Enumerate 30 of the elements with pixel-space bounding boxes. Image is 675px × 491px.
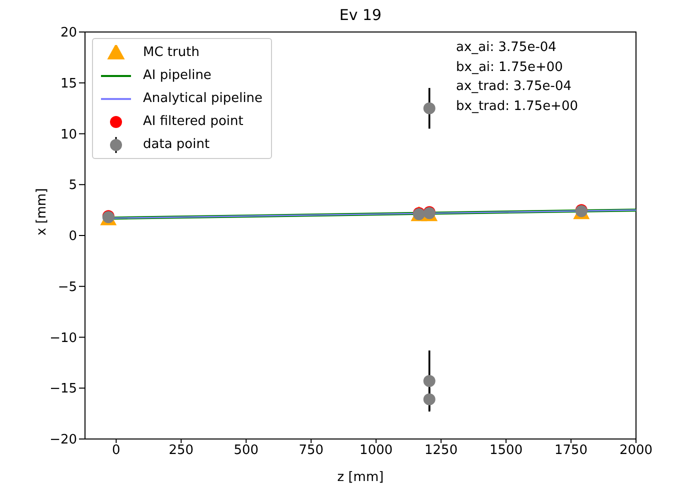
x-tick-label: 1250 [424,443,458,458]
annotation: bx_trad: 1.75e+00 [456,98,578,116]
annotation: ax_ai: 3.75e-04 [456,39,558,57]
legend-label: AI filtered point [143,114,244,129]
x-tick-label: 0 [112,443,120,458]
legend-label: MC truth [143,45,200,60]
legend-label: Analytical pipeline [143,91,263,106]
legend-label: AI pipeline [143,68,212,83]
y-tick-label: 10 [60,127,77,142]
chart-title: Ev 19 [338,6,383,24]
x-tick-label: 1000 [360,443,393,458]
y-axis-title: x [mm] [34,188,50,236]
x-tick-label: 2000 [619,443,653,458]
annotation: bx_ai: 1.75e+00 [456,58,564,76]
y-tick-label: −15 [50,382,77,397]
y-tick-label: 5 [68,178,77,194]
y-tick-label: −10 [50,330,77,346]
annotation: ax_trad: 3.75e-04 [456,78,573,96]
x-tick-label: 750 [298,443,324,458]
x-tick-label: 1750 [554,443,588,458]
y-tick-label: 20 [60,26,77,41]
y-tick-label: 15 [60,76,77,92]
x-tick-label: 250 [168,443,194,458]
y-tick-label: 0 [68,229,77,244]
y-tick-label: −20 [50,432,77,448]
x-axis-title: z [mm] [337,470,384,485]
y-tick-label: −5 [58,280,77,295]
legend-label: data point [143,137,210,152]
x-tick-label: 1500 [490,443,523,458]
x-tick-label: 500 [234,443,259,458]
